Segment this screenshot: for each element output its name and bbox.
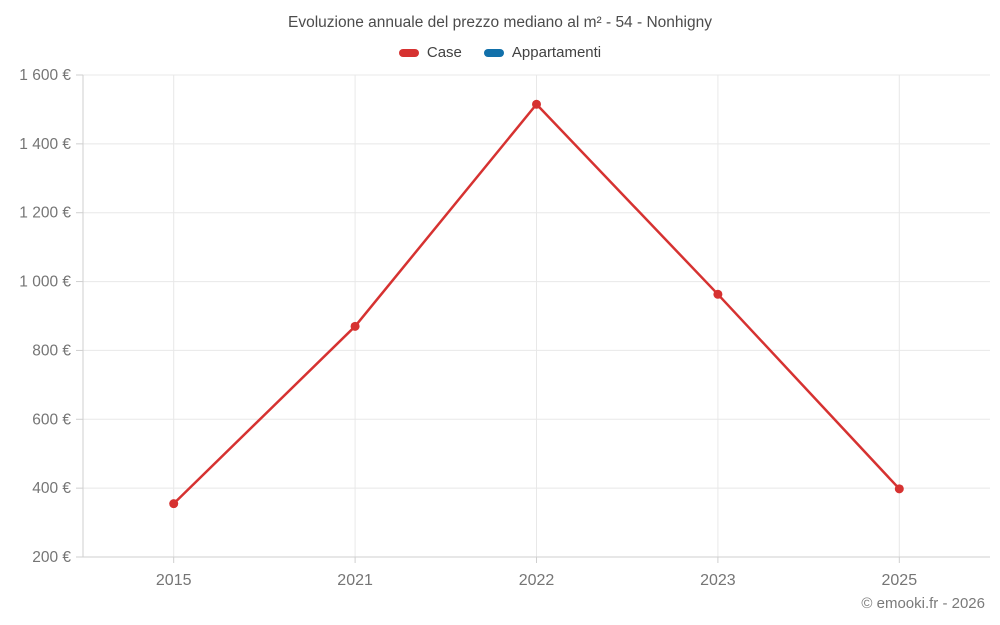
appartamenti-series-swatch-icon bbox=[483, 48, 504, 57]
x-axis-label: 2021 bbox=[337, 572, 373, 589]
x-axis-label: 2022 bbox=[519, 572, 555, 589]
legend-label-appartamenti: Appartamenti bbox=[511, 44, 602, 61]
y-axis-label: 1 200 € bbox=[19, 205, 71, 222]
legend-item-case[interactable]: Case bbox=[398, 44, 462, 61]
y-axis-label: 1 400 € bbox=[19, 136, 71, 153]
legend-item-appartamenti[interactable]: Appartamenti bbox=[483, 44, 602, 61]
chart-title: Evoluzione annuale del prezzo mediano al… bbox=[288, 14, 712, 31]
data-point-case[interactable] bbox=[350, 321, 360, 331]
y-axis-label: 1 600 € bbox=[19, 67, 71, 84]
chart-legend: Case Appartamenti bbox=[0, 44, 1000, 61]
case-series-swatch-icon bbox=[398, 48, 419, 57]
x-axis-label: 2025 bbox=[882, 572, 918, 589]
data-point-case[interactable] bbox=[169, 499, 179, 509]
data-point-case[interactable] bbox=[713, 289, 723, 299]
data-point-case[interactable] bbox=[532, 99, 541, 109]
y-axis-label: 1 000 € bbox=[19, 274, 71, 291]
x-axis-label: 2015 bbox=[156, 572, 192, 589]
data-point-case[interactable] bbox=[894, 484, 904, 494]
y-axis-label: 600 € bbox=[32, 411, 71, 428]
legend-label-case: Case bbox=[426, 44, 462, 61]
y-axis-label: 200 € bbox=[32, 549, 71, 566]
y-axis-label: 800 € bbox=[32, 342, 71, 359]
y-axis-label: 400 € bbox=[32, 480, 71, 497]
copyright-text: © emooki.fr - 2026 bbox=[861, 595, 985, 612]
x-axis-label: 2023 bbox=[700, 572, 736, 589]
